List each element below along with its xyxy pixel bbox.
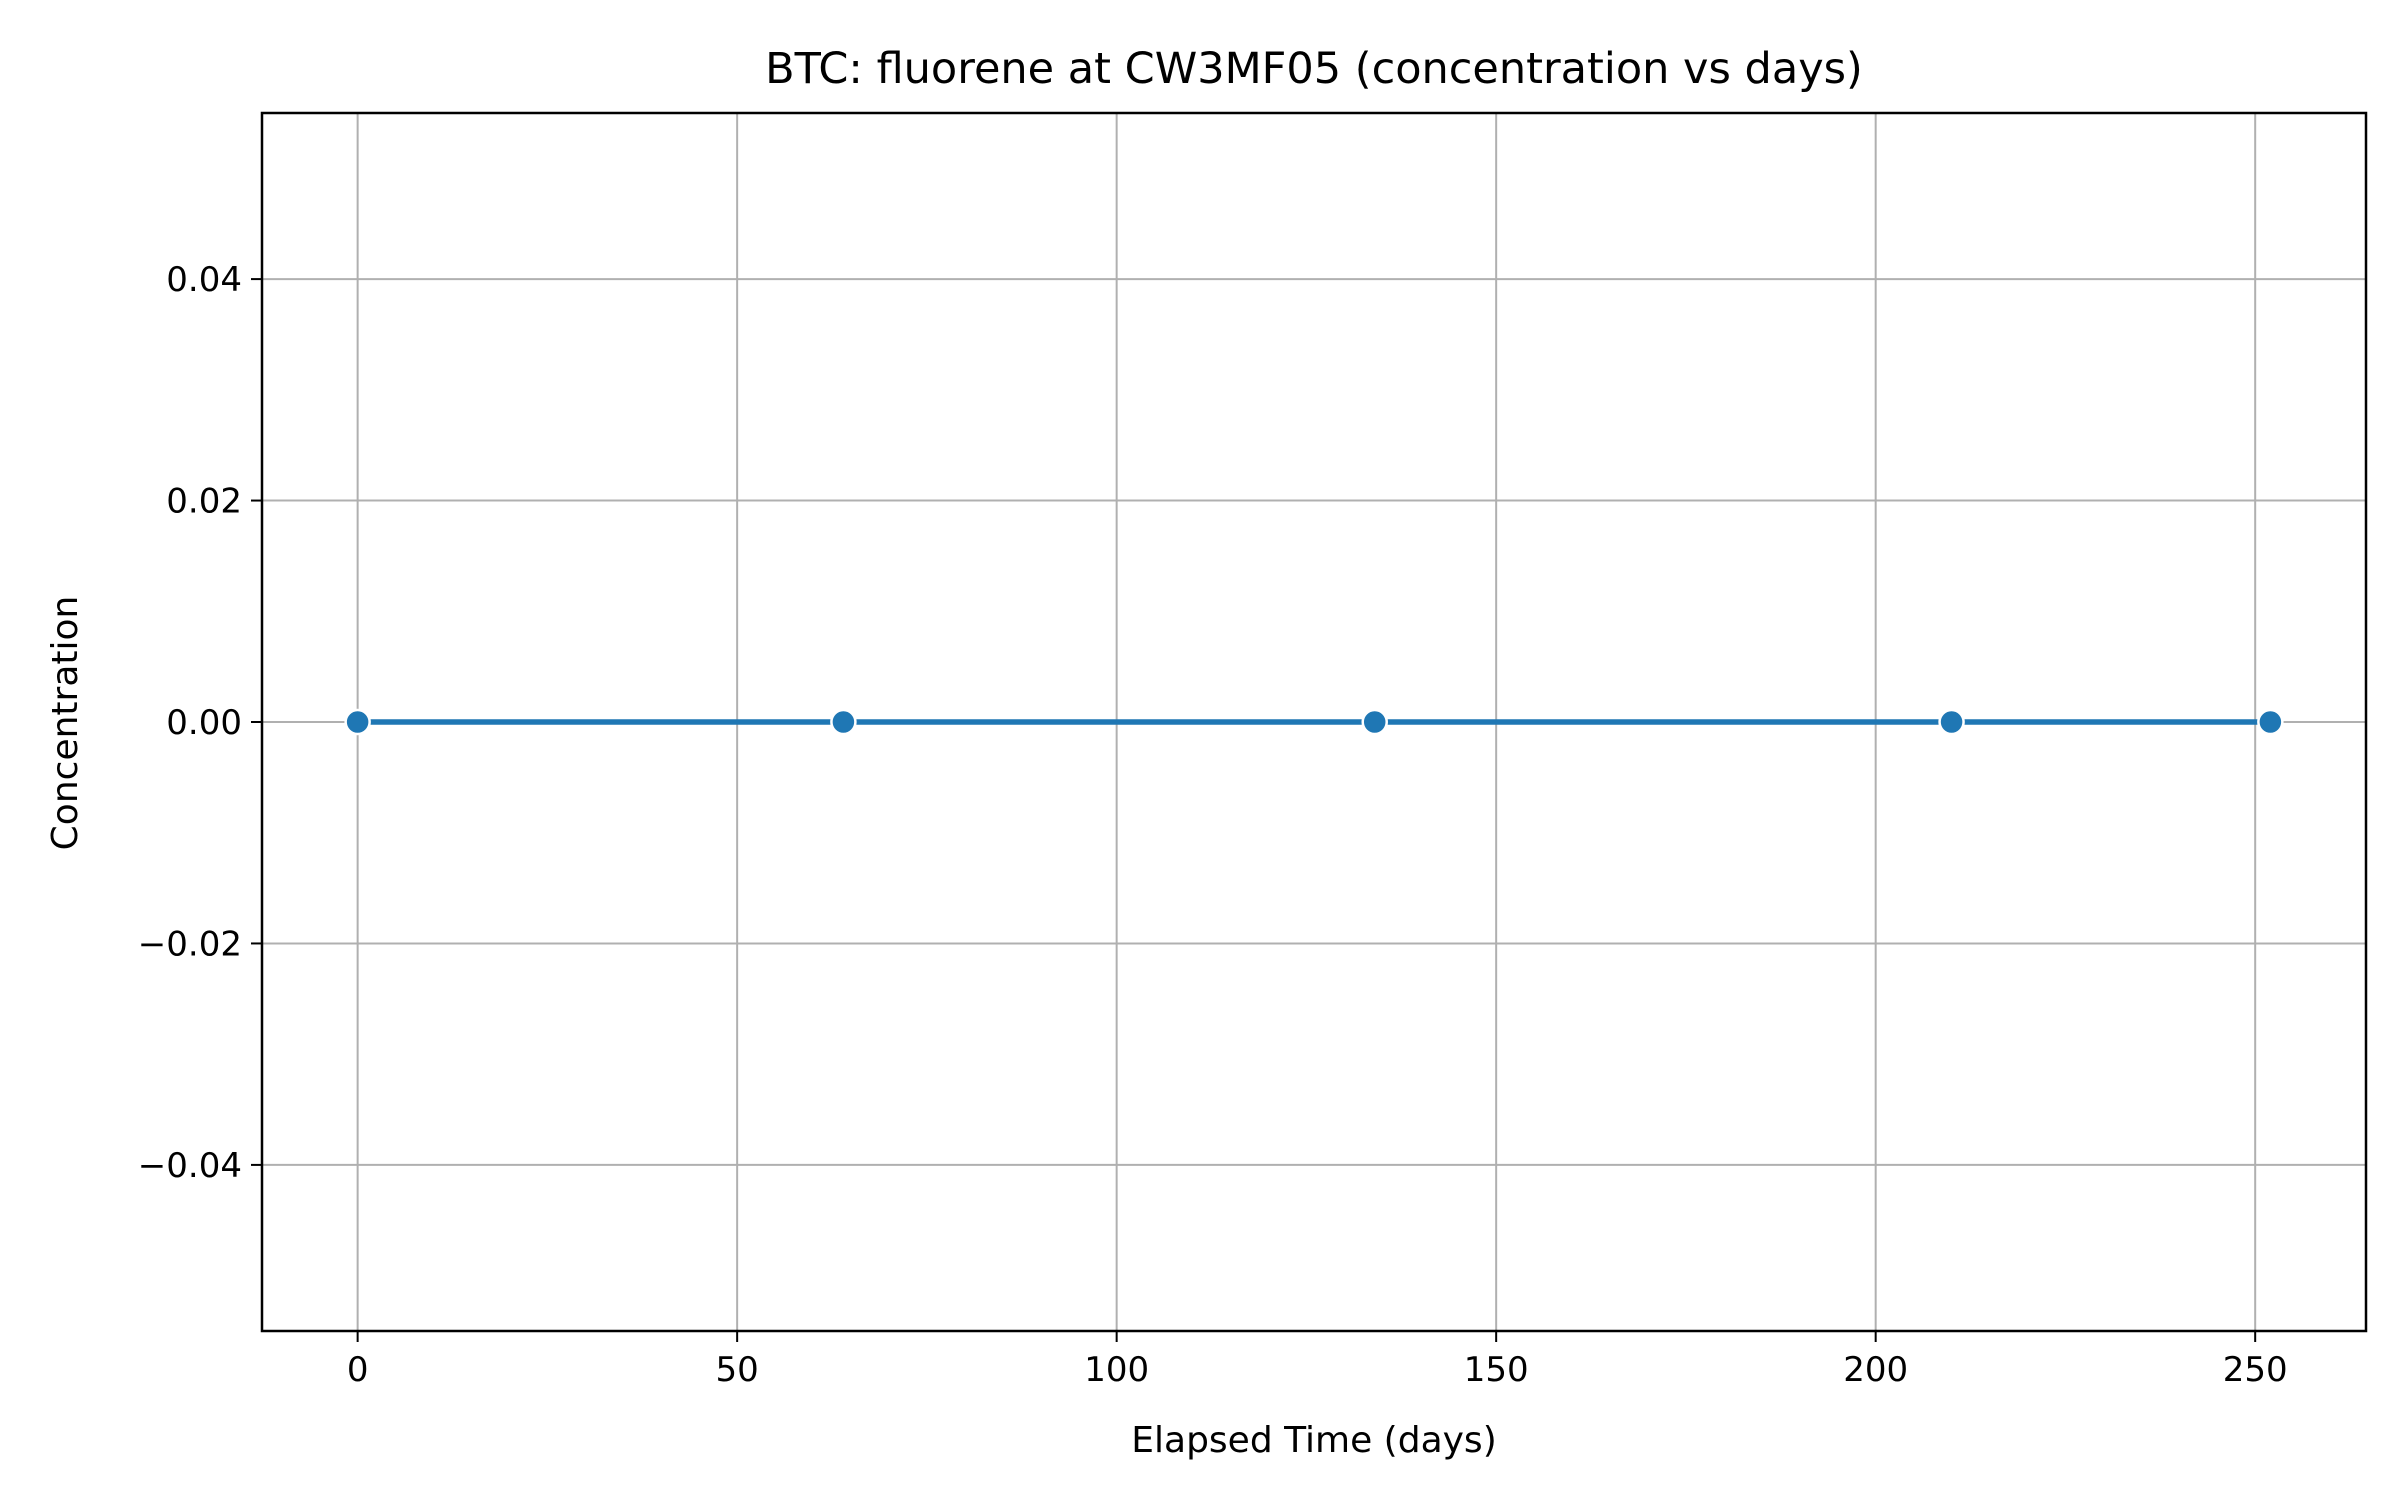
y-tick-label: 0.00 xyxy=(166,703,242,743)
x-tick-label: 250 xyxy=(2223,1350,2288,1390)
x-tick-label: 150 xyxy=(1464,1350,1529,1390)
data-point xyxy=(344,708,371,736)
y-tick-label: 0.02 xyxy=(166,482,242,522)
x-tick-label: 200 xyxy=(1843,1350,1908,1390)
x-tick-label: 100 xyxy=(1084,1350,1149,1390)
series-layer xyxy=(344,708,2284,736)
data-point xyxy=(1938,708,1965,736)
x-tick-label: 50 xyxy=(716,1350,759,1390)
y-axis: 0.04 0.02 0.00 −0.02 −0.04 xyxy=(138,260,262,1186)
chart-title: BTC: fluorene at CW3MF05 (concentration … xyxy=(765,44,1863,94)
y-axis-title: Concentration xyxy=(45,596,86,851)
x-axis-title: Elapsed Time (days) xyxy=(1131,1420,1496,1461)
y-tick-label: −0.02 xyxy=(138,924,242,964)
x-tick-label: 0 xyxy=(347,1350,369,1390)
y-tick-label: 0.04 xyxy=(166,260,242,300)
data-point xyxy=(2257,708,2284,736)
data-point xyxy=(830,708,857,736)
x-axis: 0 50 100 150 200 250 xyxy=(347,1331,2288,1390)
data-point xyxy=(1361,708,1388,736)
y-tick-label: −0.04 xyxy=(138,1146,242,1186)
